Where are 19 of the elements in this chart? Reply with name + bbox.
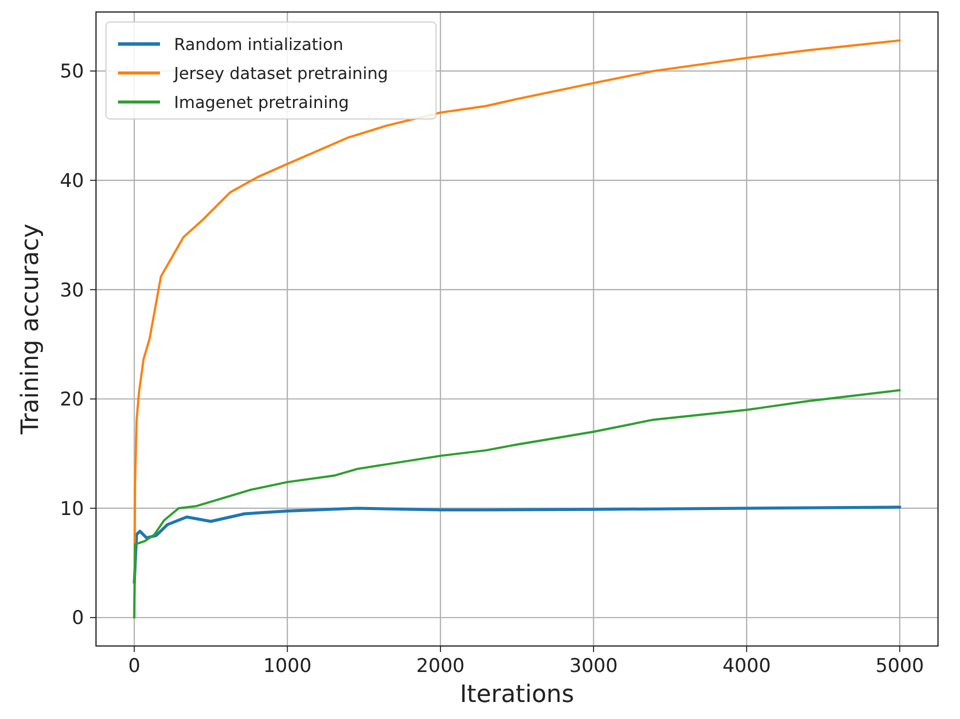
y-tick-label: 50 (60, 60, 84, 83)
x-tick-label: 1000 (263, 655, 312, 677)
x-tick-label: 2000 (416, 655, 465, 677)
x-tick-label: 0 (128, 655, 140, 677)
line-series (132, 506, 902, 584)
y-tick-label: 40 (60, 170, 84, 192)
legend-label: Random intialization (174, 34, 344, 54)
x-tick-label: 5000 (876, 655, 924, 677)
y-tick-label: 30 (60, 279, 84, 302)
line-series (133, 389, 901, 619)
legend-label: Jersey dataset pretraining (173, 64, 388, 83)
y-tick-label: 0 (72, 607, 84, 630)
x-tick-label: 3000 (569, 655, 618, 677)
x-tick-label: 4000 (722, 655, 771, 677)
legend-label: Imagenet pretraining (174, 92, 349, 112)
x-axis-title: Iterations (460, 680, 574, 708)
y-axis-title: Training accuracy (16, 224, 44, 436)
y-tick-label: 20 (60, 388, 84, 411)
y-tick-label: 10 (60, 498, 84, 520)
